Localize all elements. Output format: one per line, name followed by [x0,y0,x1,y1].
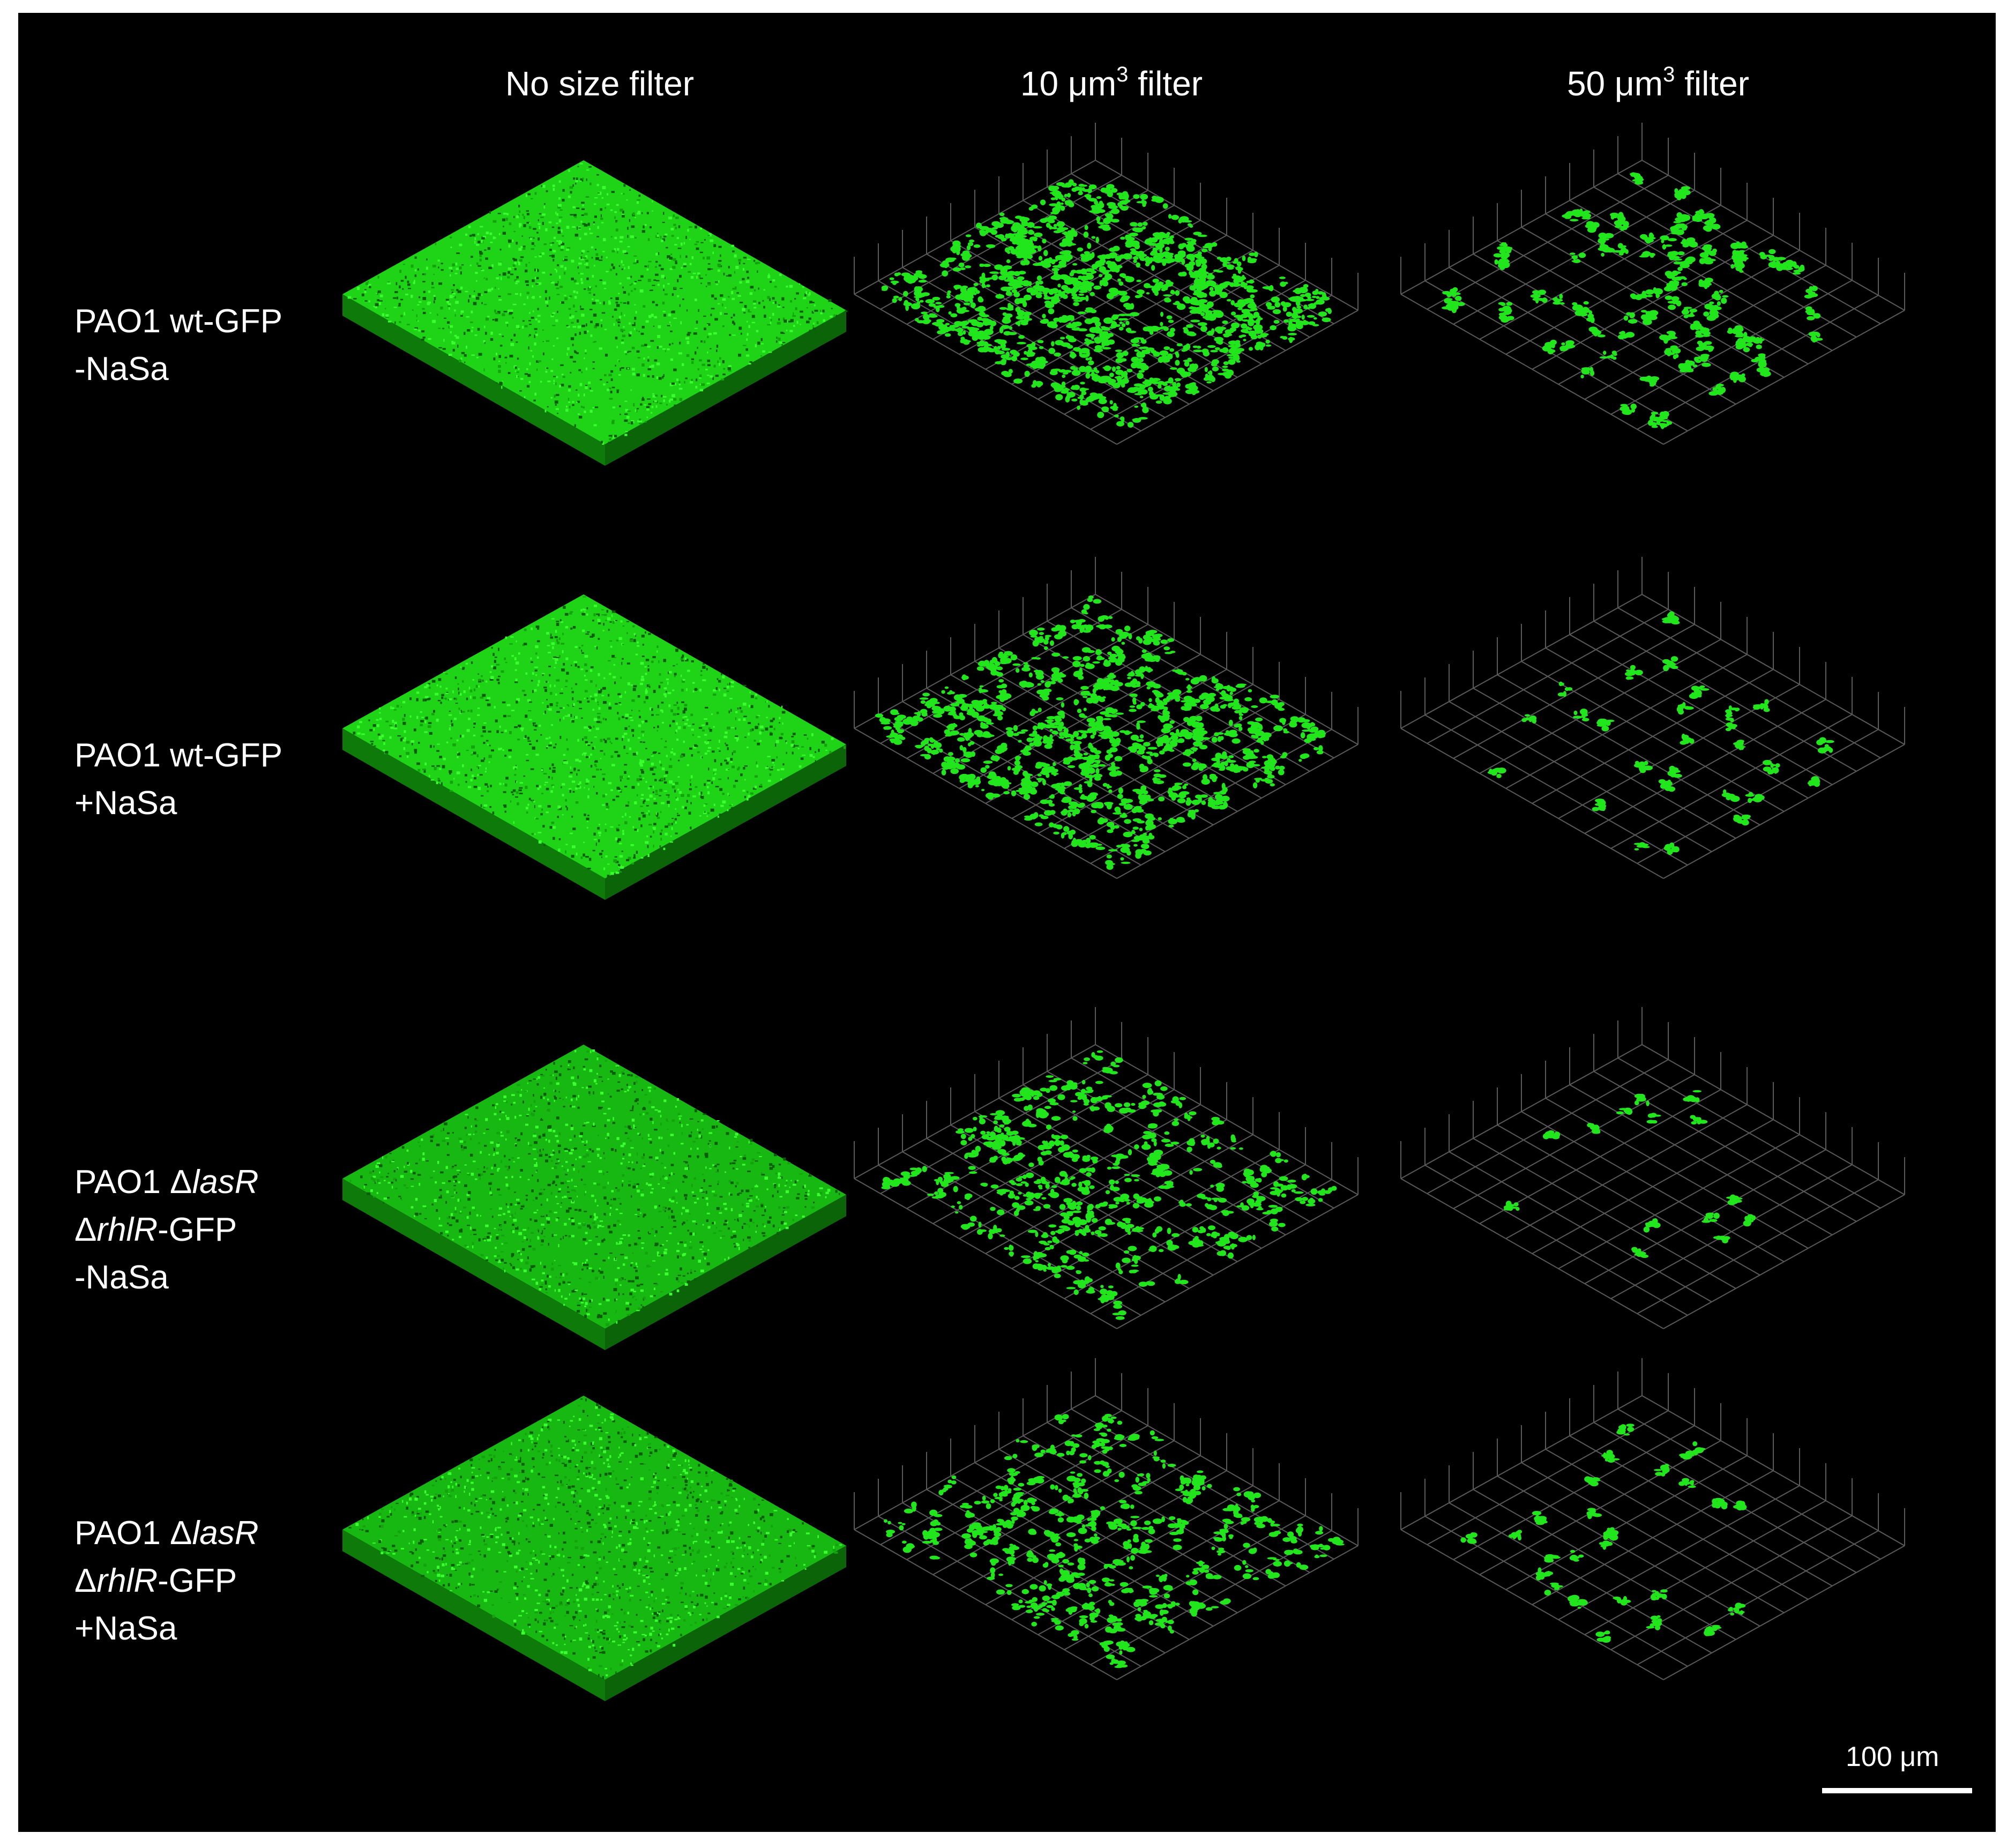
label-text: -GFP [158,1211,237,1248]
row-label-line: -NaSa [74,345,396,393]
row-label-line: +NaSa [74,1605,396,1652]
biofilm-render-row4-col3 [1400,1358,1905,1680]
row-label-line: +NaSa [74,779,396,827]
biofilm-render-row2-col2 [854,557,1359,879]
label-text: +NaSa [74,1610,177,1647]
row-label-3: PAO1 ΔlasR ΔrhlR-GFP -NaSa [74,1158,396,1301]
label-text: PAO1 wt-GFP [74,303,283,340]
biofilm-render-row1-col3 [1400,123,1905,445]
column-header-10um-filter: 10 μm3 filter [1020,63,1203,103]
label-text: Δ [74,1211,97,1248]
label-text: +NaSa [74,785,177,822]
row-label-line: ΔrhlR-GFP [74,1557,396,1605]
microscopy-figure: No size filter 10 μm3 filter 50 μm3 filt… [18,13,1996,1832]
row-label-line: ΔrhlR-GFP [74,1206,396,1254]
biofilm-render-row3-col3 [1400,1007,1905,1329]
biofilm-render-row3-col2 [854,1007,1359,1329]
scale-bar [1822,1788,1972,1793]
gene-name: lasR [192,1515,259,1552]
biofilm-render-row3-col1 [342,1045,846,1350]
row-label-line: PAO1 ΔlasR [74,1509,396,1557]
column-header-50um-filter: 50 μm3 filter [1566,63,1750,103]
row-label-4: PAO1 ΔlasR ΔrhlR-GFP +NaSa [74,1509,396,1652]
column-header-no-filter: No size filter [505,64,695,103]
biofilm-render-row4-col1 [342,1396,846,1701]
biofilm-render-row1-col2 [854,123,1359,445]
row-label-line: -NaSa [74,1254,396,1301]
scale-bar-label: 100 μm [1846,1741,1939,1772]
biofilm-render-row2-col3 [1400,557,1905,879]
label-text: Δ [74,1562,97,1599]
label-text: PAO1 Δ [74,1515,192,1552]
row-label-line: PAO1 ΔlasR [74,1158,396,1206]
biofilm-render-row2-col1 [342,594,846,900]
gene-name: lasR [192,1164,259,1201]
row-label-1: PAO1 wt-GFP -NaSa [74,297,396,393]
biofilm-render-row4-col2 [854,1358,1359,1680]
label-text: PAO1 wt-GFP [74,737,283,774]
biofilm-render-row1-col1 [342,160,848,466]
label-text: -GFP [158,1562,237,1599]
gene-name: rhlR [96,1211,158,1248]
gene-name: rhlR [96,1562,158,1599]
row-label-line: PAO1 wt-GFP [74,297,396,345]
row-label-line: PAO1 wt-GFP [74,732,396,779]
label-text: -NaSa [74,351,169,388]
label-text: -NaSa [74,1259,169,1296]
row-label-2: PAO1 wt-GFP +NaSa [74,732,396,827]
label-text: PAO1 Δ [74,1164,192,1201]
